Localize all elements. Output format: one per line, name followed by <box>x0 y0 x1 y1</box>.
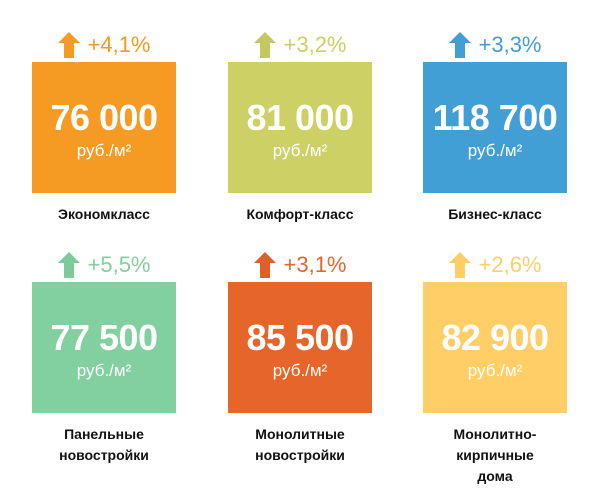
change-percent: +4,1% <box>87 32 151 57</box>
change-percent: +2,6% <box>478 252 542 277</box>
category-label: Комфорт-класс <box>246 206 354 222</box>
price-value: 77 500 <box>50 317 158 358</box>
category-label: Монолитные новостройки <box>255 426 345 463</box>
price-unit: руб./м² <box>76 141 132 160</box>
price-tile: 118 700 руб./м² <box>423 62 567 193</box>
price-unit: руб./м² <box>76 361 132 380</box>
price-tile: 77 500 руб./м² <box>32 282 176 413</box>
change-indicator: +3,1% <box>211 250 389 280</box>
category-label: Бизнес-класс <box>448 206 542 222</box>
price-unit: руб./м² <box>272 141 328 160</box>
arrow-up-icon <box>253 32 276 58</box>
price-value: 82 900 <box>441 317 549 358</box>
change-percent: +5,5% <box>87 252 151 277</box>
price-tile: 76 000 руб./м² <box>32 62 176 193</box>
arrow-up-icon <box>448 252 471 278</box>
arrow-up-icon <box>57 32 80 58</box>
change-indicator: +3,3% <box>406 30 584 60</box>
change-indicator: +5,5% <box>15 250 193 280</box>
change-percent: +3,2% <box>283 32 347 57</box>
price-tile: 81 000 руб./м² <box>228 62 372 193</box>
price-unit: руб./м² <box>467 361 523 380</box>
arrow-up-icon <box>57 252 80 278</box>
price-unit: руб./м² <box>467 141 523 160</box>
change-percent: +3,3% <box>478 32 542 57</box>
category-label: Панельные новостройки <box>59 426 149 463</box>
price-tile: 85 500 руб./м² <box>228 282 372 413</box>
change-indicator: +2,6% <box>406 250 584 280</box>
price-tile: 82 900 руб./м² <box>423 282 567 413</box>
category-label: Монолитно- кирпичные дома <box>453 426 537 484</box>
price-unit: руб./м² <box>272 361 328 380</box>
price-value: 81 000 <box>246 97 354 138</box>
change-indicator: +3,2% <box>211 30 389 60</box>
arrow-up-icon <box>253 252 276 278</box>
price-value: 85 500 <box>246 317 354 358</box>
price-value: 118 700 <box>432 97 558 138</box>
change-percent: +3,1% <box>283 252 347 277</box>
change-indicator: +4,1% <box>15 30 193 60</box>
category-label: Экономкласс <box>58 206 150 222</box>
price-value: 76 000 <box>50 97 158 138</box>
arrow-up-icon <box>448 32 471 58</box>
